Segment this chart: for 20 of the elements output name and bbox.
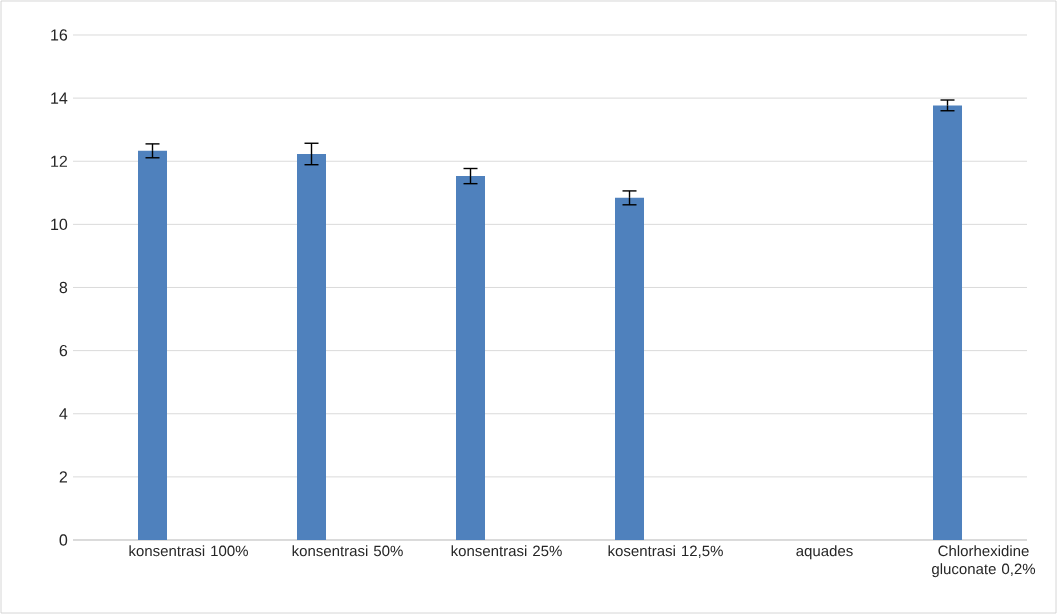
y-tick-label: 0 [59,534,68,546]
x-tick-label: aquades [796,545,853,560]
x-tick-label: konsentrasi 25% [451,545,562,557]
y-tick-label: 16 [51,29,68,41]
x-tick-label: Chlorhexidine gluconate 0,2% [932,545,1036,578]
y-tick-label: 12 [51,155,67,167]
y-tick-label: 14 [51,92,68,104]
y-tick-label: 6 [59,344,68,357]
x-tick-label: kosentrasi 12,5% [608,545,723,558]
y-tick-label: 2 [59,471,67,483]
x-tick-label: konsentrasi 50% [292,545,403,557]
bar [297,153,326,540]
y-tick-label: 10 [51,218,68,231]
y-tick-label: 4 [59,408,68,420]
bar [456,176,485,540]
bar [138,150,168,540]
bar [933,105,963,540]
x-tick-label: konsentrasi 100% [129,545,248,557]
y-tick-label: 8 [59,281,68,294]
bar [615,197,645,540]
